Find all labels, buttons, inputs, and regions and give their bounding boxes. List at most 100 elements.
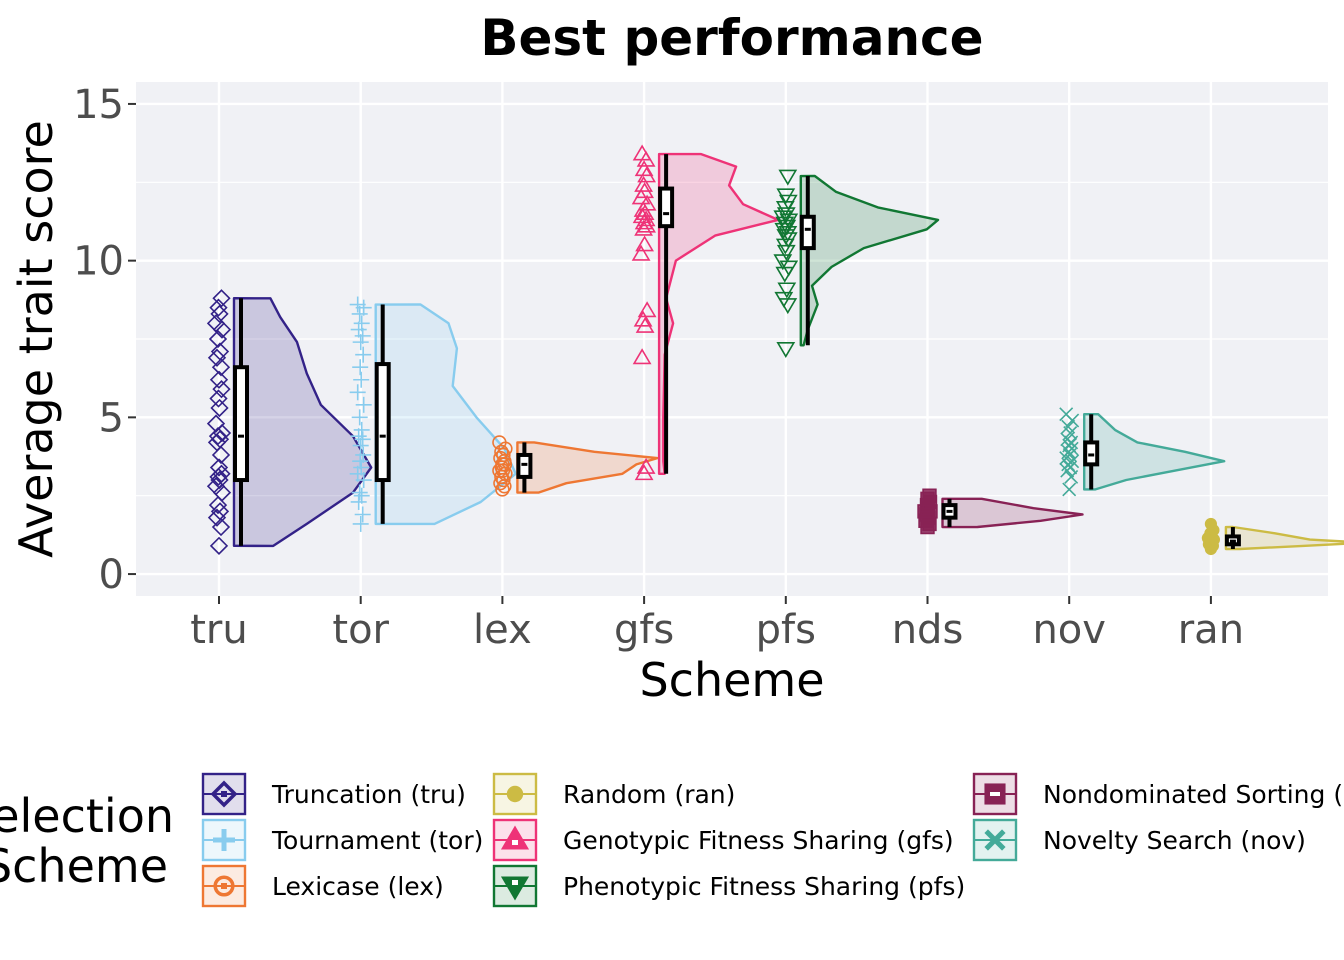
point-lex xyxy=(496,447,511,463)
point-tor xyxy=(353,487,370,504)
point-tor xyxy=(352,359,369,376)
point-tru xyxy=(207,348,227,367)
point-gfs xyxy=(634,160,654,177)
y-tick-label: 5 xyxy=(99,395,124,441)
legend-marker-nds xyxy=(984,783,1006,805)
point-tru xyxy=(208,427,228,446)
point-tor xyxy=(353,459,370,476)
x-axis-title: Scheme xyxy=(639,653,824,707)
point-pfs xyxy=(773,254,793,271)
x-tick-label: nov xyxy=(1032,607,1106,653)
point-pfs xyxy=(776,188,796,205)
box-nov xyxy=(1083,440,1100,467)
point-pfs xyxy=(777,282,797,299)
legend-key-tor xyxy=(201,818,247,862)
point-tor xyxy=(355,346,372,363)
x-tick-label: gfs xyxy=(614,607,674,653)
box-tru xyxy=(233,365,249,483)
point-gfs xyxy=(633,310,653,327)
legend-key-nov xyxy=(972,818,1018,862)
x-axis: tru tor lex gfs pfs nds nov ran xyxy=(190,596,1244,653)
x-tick-label: tru xyxy=(190,607,247,653)
point-tru xyxy=(207,508,227,527)
density-gfs xyxy=(657,152,780,475)
point-pfs xyxy=(779,260,799,277)
point-tor xyxy=(352,437,369,454)
point-pfs xyxy=(776,207,796,224)
point-pfs xyxy=(776,244,796,261)
box-plots xyxy=(233,154,1241,549)
point-tor xyxy=(352,515,369,532)
legend-label-tor: Tournament (tor) xyxy=(271,826,483,855)
point-nov xyxy=(1059,407,1074,422)
point-pfs xyxy=(778,169,798,186)
box-gfs xyxy=(658,186,675,229)
legend-key-lex xyxy=(201,864,247,908)
point-tor xyxy=(353,421,370,438)
x-tick-label: ran xyxy=(1178,607,1244,653)
point-tor xyxy=(354,506,371,523)
legend-marker-lex xyxy=(213,875,235,897)
point-tor xyxy=(355,396,372,413)
point-pfs xyxy=(775,216,795,233)
point-lex xyxy=(494,444,509,460)
point-tor xyxy=(351,484,368,501)
point-gfs xyxy=(635,235,654,252)
point-tru xyxy=(209,536,229,555)
density-ran xyxy=(1224,525,1344,551)
point-pfs xyxy=(776,342,796,358)
legend-title-line-1: Selection xyxy=(0,789,174,843)
point-tru xyxy=(208,495,228,515)
y-tick-label: 15 xyxy=(73,82,124,128)
x-tick-label: tor xyxy=(332,607,389,653)
point-lex xyxy=(492,435,507,450)
point-tor xyxy=(349,465,366,482)
point-tru xyxy=(206,414,226,433)
legend-label-nds: Nondominated Sorting (nds) xyxy=(1043,780,1344,809)
legend-label-nov: Novelty Search (nov) xyxy=(1043,826,1306,855)
chart-title: Best performance xyxy=(480,9,983,67)
point-gfs xyxy=(631,244,651,261)
legend-label-tru: Truncation (tru) xyxy=(271,780,466,809)
point-tor xyxy=(354,327,371,344)
legend-title-line-2: Scheme xyxy=(0,839,168,893)
point-tor xyxy=(352,453,369,470)
legend-label-pfs: Phenotypic Fitness Sharing (pfs) xyxy=(563,872,965,901)
legend-label-gfs: Genotypic Fitness Sharing (gfs) xyxy=(563,826,954,855)
y-tick-label: 10 xyxy=(73,239,124,285)
box-lex xyxy=(516,452,533,479)
legend-key-nds xyxy=(972,772,1018,816)
legend-label-lex: Lexicase (lex) xyxy=(272,872,444,901)
point-tor xyxy=(353,371,370,388)
point-tru xyxy=(209,458,229,477)
data-points xyxy=(206,144,1221,556)
x-tick-label: nds xyxy=(892,607,964,653)
point-tor xyxy=(355,446,372,463)
point-tru xyxy=(212,464,231,483)
legend-marker-tor xyxy=(213,829,235,851)
point-tor xyxy=(352,334,369,351)
point-tru xyxy=(210,398,229,418)
point-gfs xyxy=(634,175,653,192)
point-tor xyxy=(353,315,370,332)
point-ran xyxy=(1204,517,1218,531)
y-tick-label: 0 xyxy=(99,552,124,598)
legend-marker-tru xyxy=(210,780,238,808)
point-tru xyxy=(210,342,230,361)
point-tor xyxy=(354,431,371,448)
point-tor xyxy=(349,296,366,313)
legend: Selection Scheme Truncation (tru) Tournam… xyxy=(0,772,1344,908)
density-clouds xyxy=(232,152,1344,551)
point-gfs xyxy=(632,144,652,161)
legend-marker-ran xyxy=(506,785,524,803)
legend-key-tru xyxy=(201,772,247,816)
point-tor xyxy=(351,409,368,426)
point-gfs xyxy=(636,457,656,474)
legend-label-ran: Random (ran) xyxy=(563,780,735,809)
point-tru xyxy=(212,320,232,339)
point-pfs xyxy=(778,194,798,211)
legend-key-ran xyxy=(492,772,538,816)
point-tru xyxy=(209,370,229,389)
point-tru xyxy=(211,445,231,465)
